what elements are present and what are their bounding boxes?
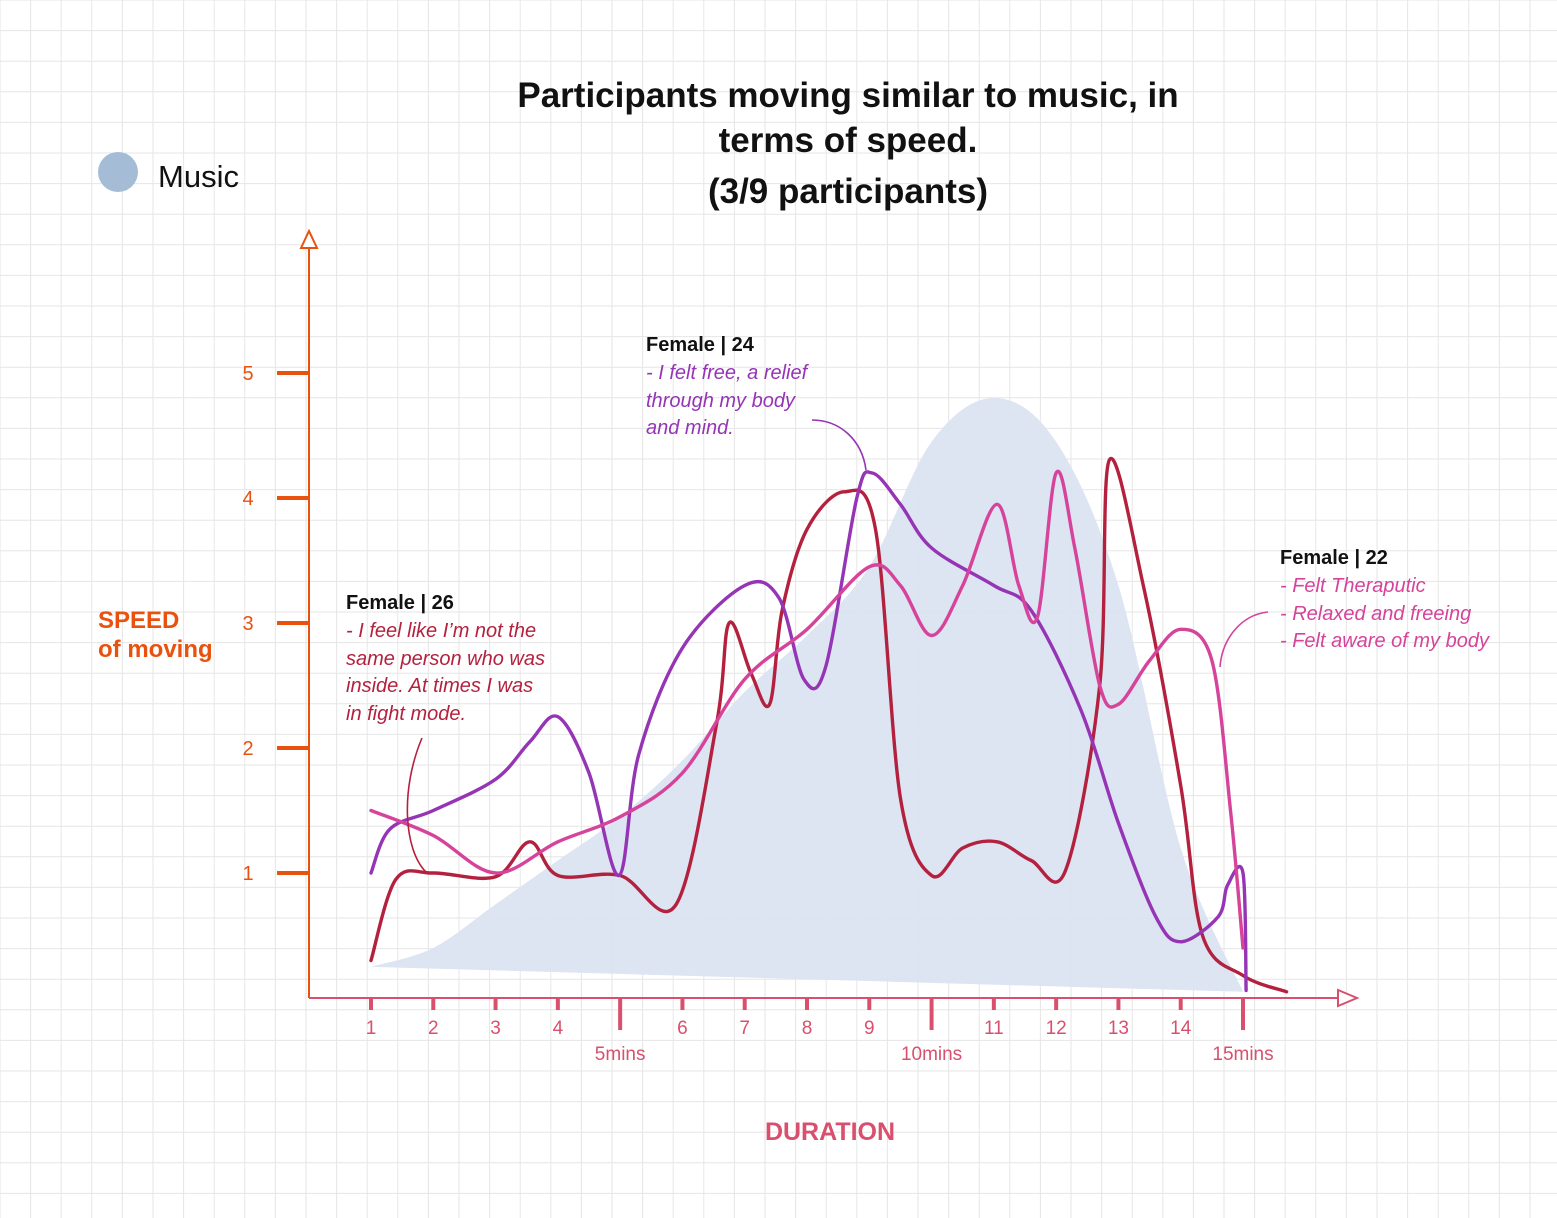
series-lines-layer [369,456,1289,994]
annotation-female-24-line-3: and mind. [646,417,734,439]
music-area-layer [371,398,1243,992]
y-axis-arrow [299,228,319,249]
x-tick-label: 11 [984,1018,1004,1039]
x-tick-label: 6 [677,1018,688,1039]
chart-title: Participants moving similar to music, in… [517,76,1178,211]
annotation-female-26-title: Female | 26 [346,592,454,614]
series-line-female-26 [369,456,1289,994]
x-tick-label: 2 [428,1018,439,1039]
y-axis-label-line-2: of moving [98,636,213,663]
x-axis-label: DURATION [765,1118,895,1146]
legend-marker-music [98,152,138,192]
x-tick-label: 9 [864,1018,875,1039]
x-major-label: 5mins [595,1044,646,1065]
annotation-female-26-line-3: inside. At times I was [346,675,533,697]
annotation-female-24-line-2: through my body [646,390,796,412]
y-tick-label: 3 [242,613,253,635]
annotation-female-26-line-1: - I feel like I’m not the [346,620,536,642]
y-tick-label: 4 [242,488,253,510]
x-tick-label: 12 [1046,1018,1067,1039]
y-ticks: 1 2 3 4 5 [242,363,309,885]
music-area [371,398,1243,992]
annotation-female-26-line-4: in fight mode. [346,703,466,725]
x-tick-label: 14 [1170,1018,1192,1039]
x-major-label: 15mins [1212,1044,1273,1065]
annotation-female-26: Female | 26 - I feel like I’m not the sa… [346,592,545,725]
annotation-female-24-line-1: - I felt free, a relief [646,362,810,384]
series-line-female-24 [369,470,1248,993]
x-tick-label: 4 [553,1018,564,1039]
pointer-female-24 [811,419,867,471]
x-tick-label: 8 [802,1018,813,1039]
x-tick-label: 7 [739,1018,750,1039]
series-line-female-22 [369,469,1245,950]
annotation-female-22-line-3: - Felt aware of my body [1280,630,1490,652]
annotation-female-22: Female | 22 - Felt Theraputic - Relaxed … [1280,547,1490,652]
legend: Music [98,152,239,194]
annotation-female-22-title: Female | 22 [1280,547,1388,569]
x-tick-label: 1 [366,1018,377,1039]
x-major-label: 10mins [901,1044,962,1065]
x-tick-label: 3 [490,1018,501,1039]
y-tick-label: 2 [242,738,253,760]
y-tick-label: 1 [242,863,253,885]
annotation-pointers [406,419,1269,873]
pointer-female-26 [406,737,427,873]
annotation-female-22-line-2: - Relaxed and freeing [1280,603,1471,625]
annotation-female-24: Female | 24 - I felt free, a relief thro… [646,334,810,439]
chart-title-line-2: terms of speed. [719,121,978,160]
y-axis-label-line-1: SPEED [98,607,179,634]
y-axis: 1 2 3 4 5 [242,228,319,998]
legend-label-music: Music [158,159,239,194]
chart-title-line-1: Participants moving similar to music, in [517,76,1178,115]
y-tick-label: 5 [242,363,253,385]
chart-subtitle: (3/9 participants) [708,172,988,211]
annotation-female-26-line-2: same person who was [346,648,545,670]
pointer-female-22 [1219,611,1269,668]
x-tick-label: 13 [1108,1018,1129,1039]
x-axis-arrow [1337,988,1360,1008]
annotation-female-24-title: Female | 24 [646,334,755,356]
annotation-female-22-line-1: - Felt Theraputic [1280,575,1426,597]
